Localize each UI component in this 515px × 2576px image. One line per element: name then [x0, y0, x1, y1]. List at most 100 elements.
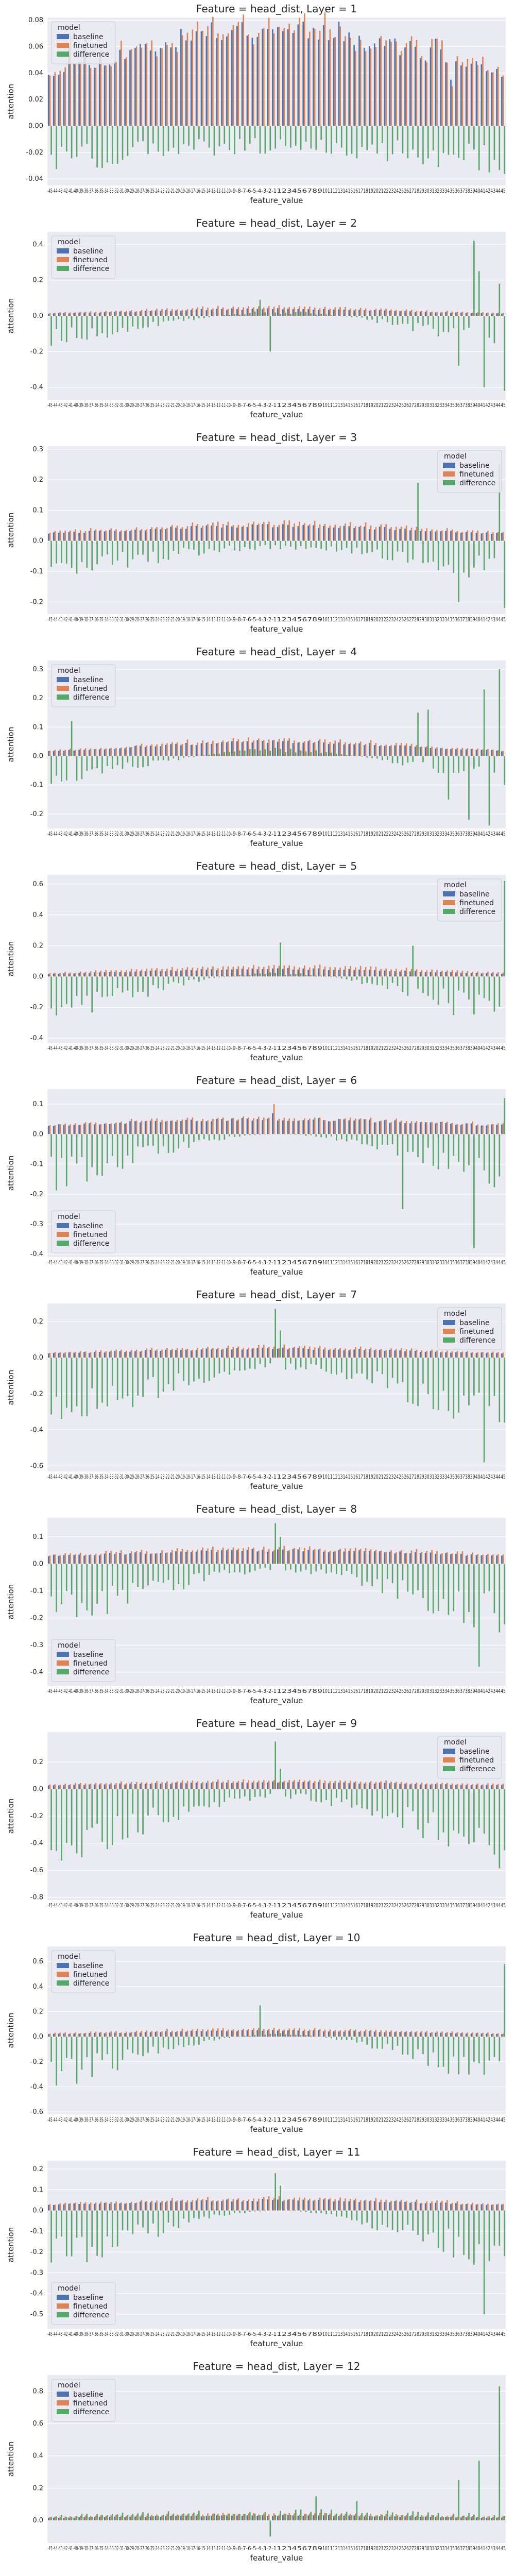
x-tick-label: 15	[348, 831, 353, 837]
bar-difference	[310, 752, 312, 756]
bar-difference	[116, 1358, 118, 1400]
x-tick-label: 8	[312, 831, 317, 837]
x-tick-label: -40	[73, 2116, 78, 2123]
x-tick-label: 21	[379, 1259, 384, 1266]
bar-difference	[96, 1358, 98, 1409]
bar-baseline	[231, 2201, 233, 2211]
y-tick-label: 0.0	[32, 2207, 43, 2215]
legend-entry-difference: difference	[73, 50, 109, 59]
bar-difference	[157, 316, 159, 326]
bar-difference	[407, 756, 409, 763]
bar-finetuned	[75, 1351, 76, 1358]
x-tick-label: 17	[358, 1688, 363, 1694]
x-tick-label: -6	[246, 2545, 251, 2552]
x-tick-label: 9	[317, 1259, 322, 1266]
x-tick-label: -13	[211, 2331, 216, 2337]
x-tick-label: 40	[475, 1259, 480, 1266]
bar-baseline	[256, 309, 259, 316]
bar-finetuned	[299, 2197, 300, 2211]
bar-difference	[244, 2210, 246, 2213]
bar-baseline	[241, 1349, 243, 1358]
bar-baseline	[98, 2517, 100, 2521]
x-tick-label: -28	[134, 2545, 139, 2552]
bar-difference	[213, 2513, 215, 2521]
bar-finetuned	[446, 748, 448, 756]
bar-finetuned	[227, 1780, 229, 1789]
bar-baseline	[328, 310, 330, 316]
bar-finetuned	[405, 1552, 407, 1564]
bar-baseline	[73, 63, 75, 126]
bar-baseline	[394, 311, 396, 316]
bar-difference	[402, 2037, 404, 2055]
bar-difference	[101, 2210, 103, 2258]
x-tick-label: 3	[287, 831, 292, 837]
x-tick-label: -31	[119, 2545, 124, 2552]
bar-difference	[473, 2037, 475, 2062]
bar-difference	[188, 540, 190, 550]
bar-baseline	[226, 36, 228, 126]
bar-baseline	[501, 1555, 503, 1564]
bar-baseline	[460, 1352, 462, 1358]
bar-baseline	[277, 1120, 279, 1134]
bar-finetuned	[283, 1117, 285, 1134]
bar-difference	[412, 2037, 414, 2059]
y-tick-label: 0.2	[32, 694, 43, 702]
bar-baseline	[460, 972, 462, 977]
x-tick-label: -44	[53, 2331, 58, 2337]
bar-difference	[116, 2210, 118, 2247]
x-tick-label: -44	[53, 1902, 58, 1909]
bar-baseline	[262, 1782, 263, 1789]
bar-baseline	[368, 311, 370, 316]
bar-difference	[432, 316, 434, 329]
bar-baseline	[338, 2200, 340, 2211]
bar-baseline	[322, 2199, 324, 2211]
bar-finetuned	[334, 2199, 336, 2211]
bar-baseline	[251, 2201, 253, 2211]
x-tick-label: 2	[282, 1688, 287, 1694]
x-tick-label: 37	[460, 188, 465, 194]
bar-finetuned	[354, 1118, 356, 1134]
bar-finetuned	[248, 737, 249, 756]
bar-finetuned	[288, 1780, 290, 1789]
x-tick-label: -16	[195, 2331, 200, 2337]
bar-difference	[305, 2035, 307, 2037]
x-tick-label: -25	[149, 402, 154, 409]
bar-finetuned	[380, 969, 382, 977]
bar-difference	[448, 756, 450, 800]
bar-difference	[167, 126, 169, 151]
bar-finetuned	[130, 530, 132, 541]
bar-difference	[71, 316, 73, 328]
bar-baseline	[175, 528, 177, 541]
bar-difference	[142, 1789, 144, 1835]
bar-finetuned	[156, 744, 158, 756]
bar-difference	[50, 1358, 52, 1415]
bar-finetuned	[436, 2515, 438, 2521]
x-tick-label: 39	[470, 1688, 475, 1694]
x-tick-label: 28	[414, 1902, 419, 1909]
legend-swatch-finetuned	[57, 1972, 69, 1977]
bar-baseline	[226, 742, 228, 756]
bar-baseline	[195, 970, 197, 977]
bar-finetuned	[288, 1550, 290, 1564]
bar-baseline	[475, 2033, 477, 2037]
legend-swatch-difference	[57, 266, 69, 271]
bar-baseline	[491, 1555, 492, 1564]
bar-finetuned	[405, 43, 407, 126]
bar-difference	[116, 126, 118, 164]
bar-baseline	[63, 973, 65, 977]
bar-difference	[239, 126, 241, 139]
bar-baseline	[394, 745, 396, 756]
bar-baseline	[154, 310, 157, 316]
bar-finetuned	[121, 1550, 122, 1564]
x-tick-label: -39	[78, 402, 83, 409]
bar-finetuned	[385, 744, 387, 756]
bar-baseline	[328, 970, 330, 977]
bar-finetuned	[482, 2032, 484, 2037]
bar-difference	[356, 2037, 358, 2043]
bar-baseline	[129, 971, 131, 977]
x-tick-label: -32	[114, 188, 119, 194]
bar-baseline	[251, 2030, 253, 2037]
x-tick-label: 27	[409, 1902, 414, 1909]
bar-finetuned	[359, 1782, 362, 1789]
bar-baseline	[231, 2030, 233, 2037]
